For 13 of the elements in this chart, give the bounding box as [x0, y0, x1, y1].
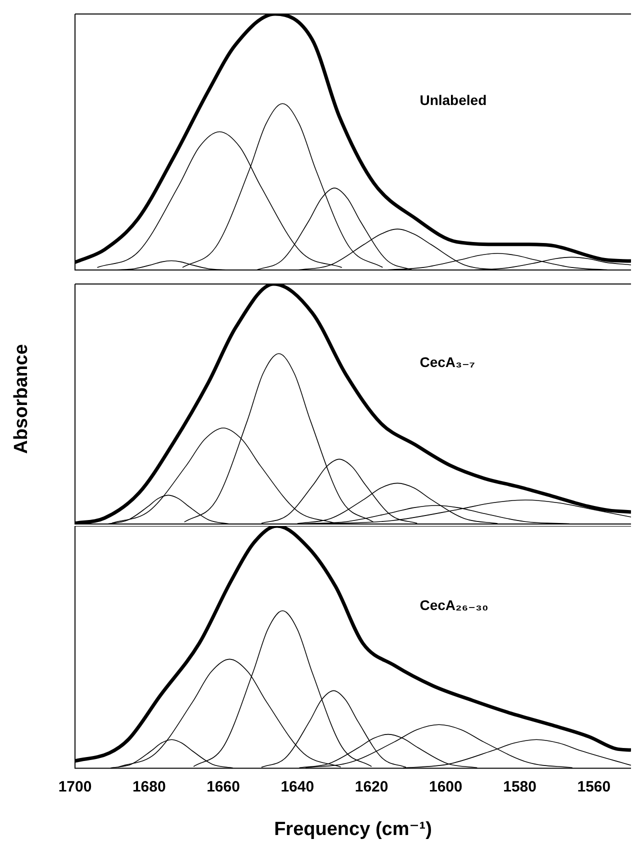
annotation: Unlabeled: [420, 92, 487, 108]
x-tick-label: 1660: [206, 778, 240, 796]
x-tick-label: 1680: [132, 778, 166, 796]
x-tick-label: 1580: [503, 778, 536, 796]
x-tick-label: 1600: [428, 778, 462, 796]
annotation: CecA₂₆₋₃₀: [420, 596, 488, 613]
x-axis-title: Frequency (cm⁻¹): [274, 818, 432, 840]
x-tick-label: 1700: [58, 778, 92, 796]
annotation: CecA₃₋₇: [420, 354, 475, 370]
x-tick-label: 1620: [354, 778, 388, 796]
x-tick-label: 1560: [577, 778, 611, 796]
x-tick-label: 1640: [280, 778, 314, 796]
y-axis-title: Absorbance: [11, 344, 33, 454]
